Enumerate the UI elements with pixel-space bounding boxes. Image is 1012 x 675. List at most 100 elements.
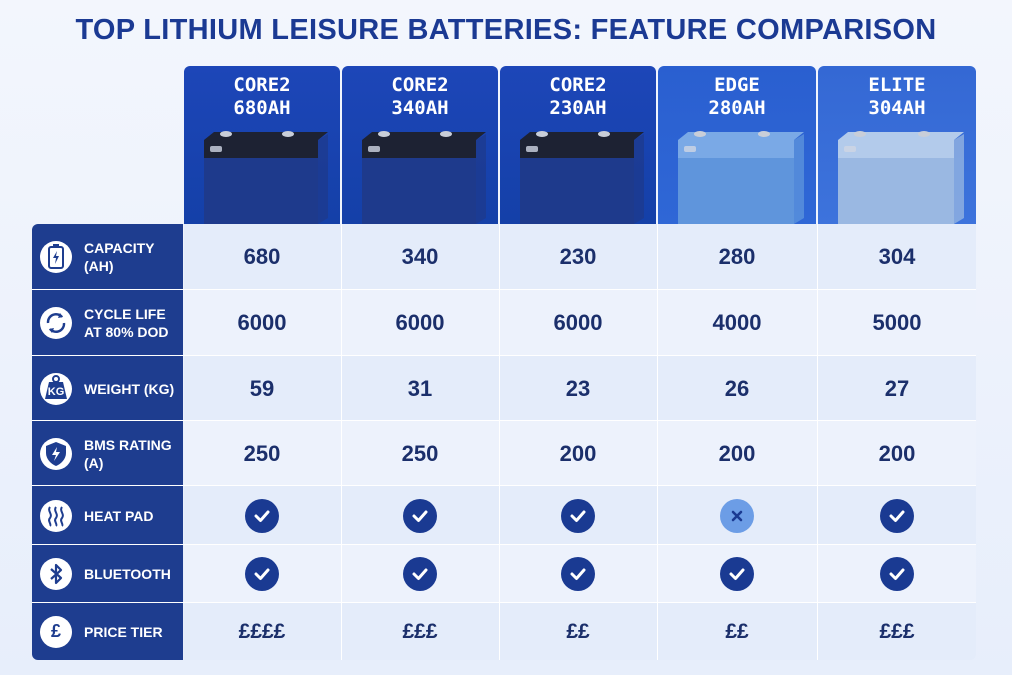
check-icon xyxy=(561,498,595,533)
cross-icon xyxy=(720,498,754,533)
table-cell: 280 xyxy=(658,224,816,290)
battery-body xyxy=(204,158,318,224)
product-name-line2: 230AH xyxy=(549,97,607,119)
battery-terminal xyxy=(598,131,610,137)
table-cell: 6000 xyxy=(184,290,340,356)
table-cell xyxy=(342,545,498,603)
battery-top xyxy=(362,132,486,140)
cell-value: £££ xyxy=(402,619,438,643)
cycle-arrows-icon xyxy=(40,307,72,339)
battery-side xyxy=(318,134,328,224)
battery-terminal xyxy=(854,131,866,137)
battery-terminal xyxy=(694,131,706,137)
check-icon xyxy=(403,557,437,591)
cell-value: 59 xyxy=(249,375,275,401)
pound-icon: £ xyxy=(40,615,72,648)
table-cell: 6000 xyxy=(500,290,656,356)
cell-value: ££ xyxy=(725,619,749,643)
product-name-line1: CORE2 xyxy=(391,74,449,96)
product-name-line1: CORE2 xyxy=(233,74,291,96)
battery-side xyxy=(634,134,644,224)
battery-side xyxy=(476,134,486,224)
table-cell: 200 xyxy=(658,421,816,486)
row-label: CAPACITY (AH) xyxy=(32,224,183,290)
check-icon xyxy=(880,498,914,533)
table-cell: 5000 xyxy=(818,290,976,356)
row-label-text: CAPACITY (AH) xyxy=(84,240,155,274)
product-name-line2: 680AH xyxy=(233,97,291,119)
product-name-line2: 280AH xyxy=(708,97,766,119)
cell-value: 304 xyxy=(878,244,916,269)
grid-line xyxy=(32,602,976,603)
table-cell xyxy=(184,486,340,545)
row-label-text: PRICE TIER xyxy=(84,623,163,640)
row-label-text: WEIGHT (KG) xyxy=(84,380,175,397)
table-cell: 4000 xyxy=(658,290,816,356)
battery-image xyxy=(204,131,328,224)
heat-waves-icon xyxy=(40,499,72,532)
cell-value: 5000 xyxy=(872,310,922,335)
table-cell: 680 xyxy=(184,224,340,290)
grid-line xyxy=(32,420,976,421)
battery-side xyxy=(954,134,964,224)
battery-top xyxy=(204,132,328,140)
weight-kg-icon: KG xyxy=(40,372,72,405)
product-name-line1: ELITE xyxy=(868,74,926,96)
battery-image xyxy=(362,131,486,224)
product-name-line2: 304AH xyxy=(868,97,926,119)
cell-value: 6000 xyxy=(553,310,603,335)
battery-handle xyxy=(210,146,222,152)
table-cell: ££ xyxy=(658,603,816,660)
battery-terminal xyxy=(282,131,294,137)
product-header: EDGE 280AH xyxy=(658,66,816,224)
product-name-line2: 340AH xyxy=(391,97,449,119)
check-icon xyxy=(720,557,754,591)
product-name: CORE2 340AH xyxy=(342,74,498,120)
product-header: CORE2 680AH xyxy=(184,66,340,224)
table-cell: 340 xyxy=(342,224,498,290)
table-cell xyxy=(500,545,656,603)
icon-glyph: KG xyxy=(47,386,65,398)
product-name: EDGE 280AH xyxy=(658,74,816,120)
battery-image xyxy=(678,131,804,224)
product-name-line1: EDGE xyxy=(714,74,760,96)
battery-body xyxy=(838,158,954,224)
battery-terminal xyxy=(758,131,770,137)
table-cell: £££ xyxy=(818,603,976,660)
row-label: BLUETOOTH xyxy=(32,545,183,603)
row-label: CYCLE LIFE AT 80% DOD xyxy=(32,290,183,356)
table-cell xyxy=(342,486,498,545)
battery-image xyxy=(838,131,964,224)
cell-value: 200 xyxy=(559,440,597,466)
cell-value: 250 xyxy=(243,440,281,466)
cell-value: 26 xyxy=(724,375,750,401)
row-label: BMS RATING (A) xyxy=(32,421,183,486)
table-cell xyxy=(658,486,816,545)
battery-terminal xyxy=(220,131,232,137)
icon-glyph: £ xyxy=(50,621,61,641)
battery-handle xyxy=(684,146,696,152)
table-cell xyxy=(818,486,976,545)
row-background xyxy=(184,290,976,356)
table-cell: ££££ xyxy=(184,603,340,660)
row-background xyxy=(184,224,976,290)
battery-lid xyxy=(678,140,794,158)
battery-handle xyxy=(526,146,538,152)
table-cell xyxy=(818,545,976,603)
battery-lid xyxy=(520,140,634,158)
grid-line xyxy=(657,224,658,660)
battery-side xyxy=(794,134,804,224)
cell-value: £££ xyxy=(879,619,915,643)
cell-value: 6000 xyxy=(237,310,287,335)
table-cell: 250 xyxy=(184,421,340,486)
table-cell: 31 xyxy=(342,356,498,421)
battery-terminal xyxy=(440,131,452,137)
row-label-text: CYCLE LIFE AT 80% DOD xyxy=(84,306,169,340)
battery-top xyxy=(520,132,644,140)
cell-value: 200 xyxy=(718,440,756,466)
table-cell: ££ xyxy=(500,603,656,660)
product-name: CORE2 680AH xyxy=(184,74,340,120)
table-cell: 26 xyxy=(658,356,816,421)
row-label: KG WEIGHT (KG) xyxy=(32,356,183,421)
grid-line xyxy=(817,224,818,660)
